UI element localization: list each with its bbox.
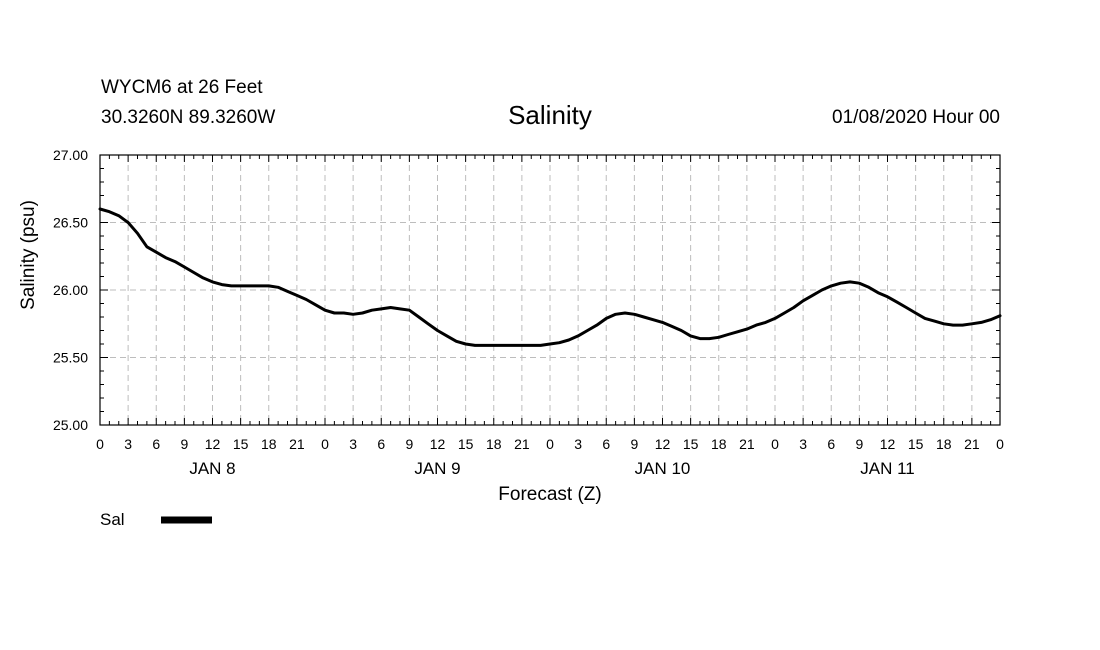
y-axis-title: Salinity (psu) xyxy=(18,200,39,310)
x-tick-label: 9 xyxy=(630,436,638,452)
day-label: JAN 11 xyxy=(860,459,915,478)
forecast-datetime: 01/08/2020 Hour 00 xyxy=(832,107,1000,128)
x-tick-label: 12 xyxy=(205,436,221,452)
y-tick-label: 25.50 xyxy=(53,350,88,366)
x-tick-label: 3 xyxy=(349,436,357,452)
x-tick-label: 15 xyxy=(458,436,474,452)
day-labels: JAN 8 JAN 9 JAN 10 JAN 11 xyxy=(189,459,914,478)
x-tick-label: 3 xyxy=(574,436,582,452)
x-tick-label: 6 xyxy=(602,436,610,452)
x-tick-label: 21 xyxy=(964,436,980,452)
x-tick-label: 18 xyxy=(486,436,502,452)
x-tick-label: 18 xyxy=(936,436,952,452)
x-tick-label: 21 xyxy=(514,436,530,452)
y-tick-label: 25.00 xyxy=(53,417,88,433)
x-tick-label: 12 xyxy=(880,436,896,452)
legend-label-sal: Sal xyxy=(100,510,125,529)
station-title: WYCM6 at 26 Feet xyxy=(101,77,263,98)
x-tick-label: 12 xyxy=(655,436,671,452)
x-tick-label: 0 xyxy=(96,436,104,452)
x-tick-label: 18 xyxy=(261,436,277,452)
x-axis-title: Forecast (Z) xyxy=(498,484,601,505)
x-tick-label: 0 xyxy=(771,436,779,452)
x-tick-label: 6 xyxy=(152,436,160,452)
y-tick-label: 26.00 xyxy=(53,282,88,298)
x-tick-label: 9 xyxy=(180,436,188,452)
x-tick-label: 15 xyxy=(683,436,699,452)
day-label: JAN 8 xyxy=(189,459,235,478)
x-tick-label: 15 xyxy=(233,436,249,452)
x-tick-label: 9 xyxy=(855,436,863,452)
x-tick-label: 21 xyxy=(739,436,755,452)
x-tick-label: 9 xyxy=(405,436,413,452)
y-tick-label: 27.00 xyxy=(53,147,88,163)
x-tick-label: 3 xyxy=(124,436,132,452)
x-tick-label: 0 xyxy=(546,436,554,452)
x-tick-label: 0 xyxy=(321,436,329,452)
plot-area xyxy=(99,154,1001,426)
x-tick-label: 15 xyxy=(908,436,924,452)
day-label: JAN 9 xyxy=(414,459,460,478)
x-tick-label: 12 xyxy=(430,436,446,452)
x-tick-label: 6 xyxy=(827,436,835,452)
series-line-sal xyxy=(98,207,1002,347)
grid-lines xyxy=(100,155,1000,425)
x-tick-label: 21 xyxy=(289,436,305,452)
y-axis-labels: 25.00 25.50 26.00 26.50 27.00 xyxy=(53,147,88,433)
y-tick-label: 26.50 xyxy=(53,215,88,231)
x-tick-label: 18 xyxy=(711,436,727,452)
station-coordinates: 30.3260N 89.3260W xyxy=(101,107,276,128)
chart-title: Salinity xyxy=(508,100,592,130)
x-tick-label: 6 xyxy=(377,436,385,452)
x-tick-label: 0 xyxy=(996,436,1004,452)
x-tick-label: 3 xyxy=(799,436,807,452)
x-axis-labels: 0 3 6 9 12 15 18 21 0 3 6 9 12 15 18 21 0 3 6 9 12 15 18 21 0 3 6 9… xyxy=(96,436,1004,452)
day-label: JAN 10 xyxy=(635,459,691,478)
